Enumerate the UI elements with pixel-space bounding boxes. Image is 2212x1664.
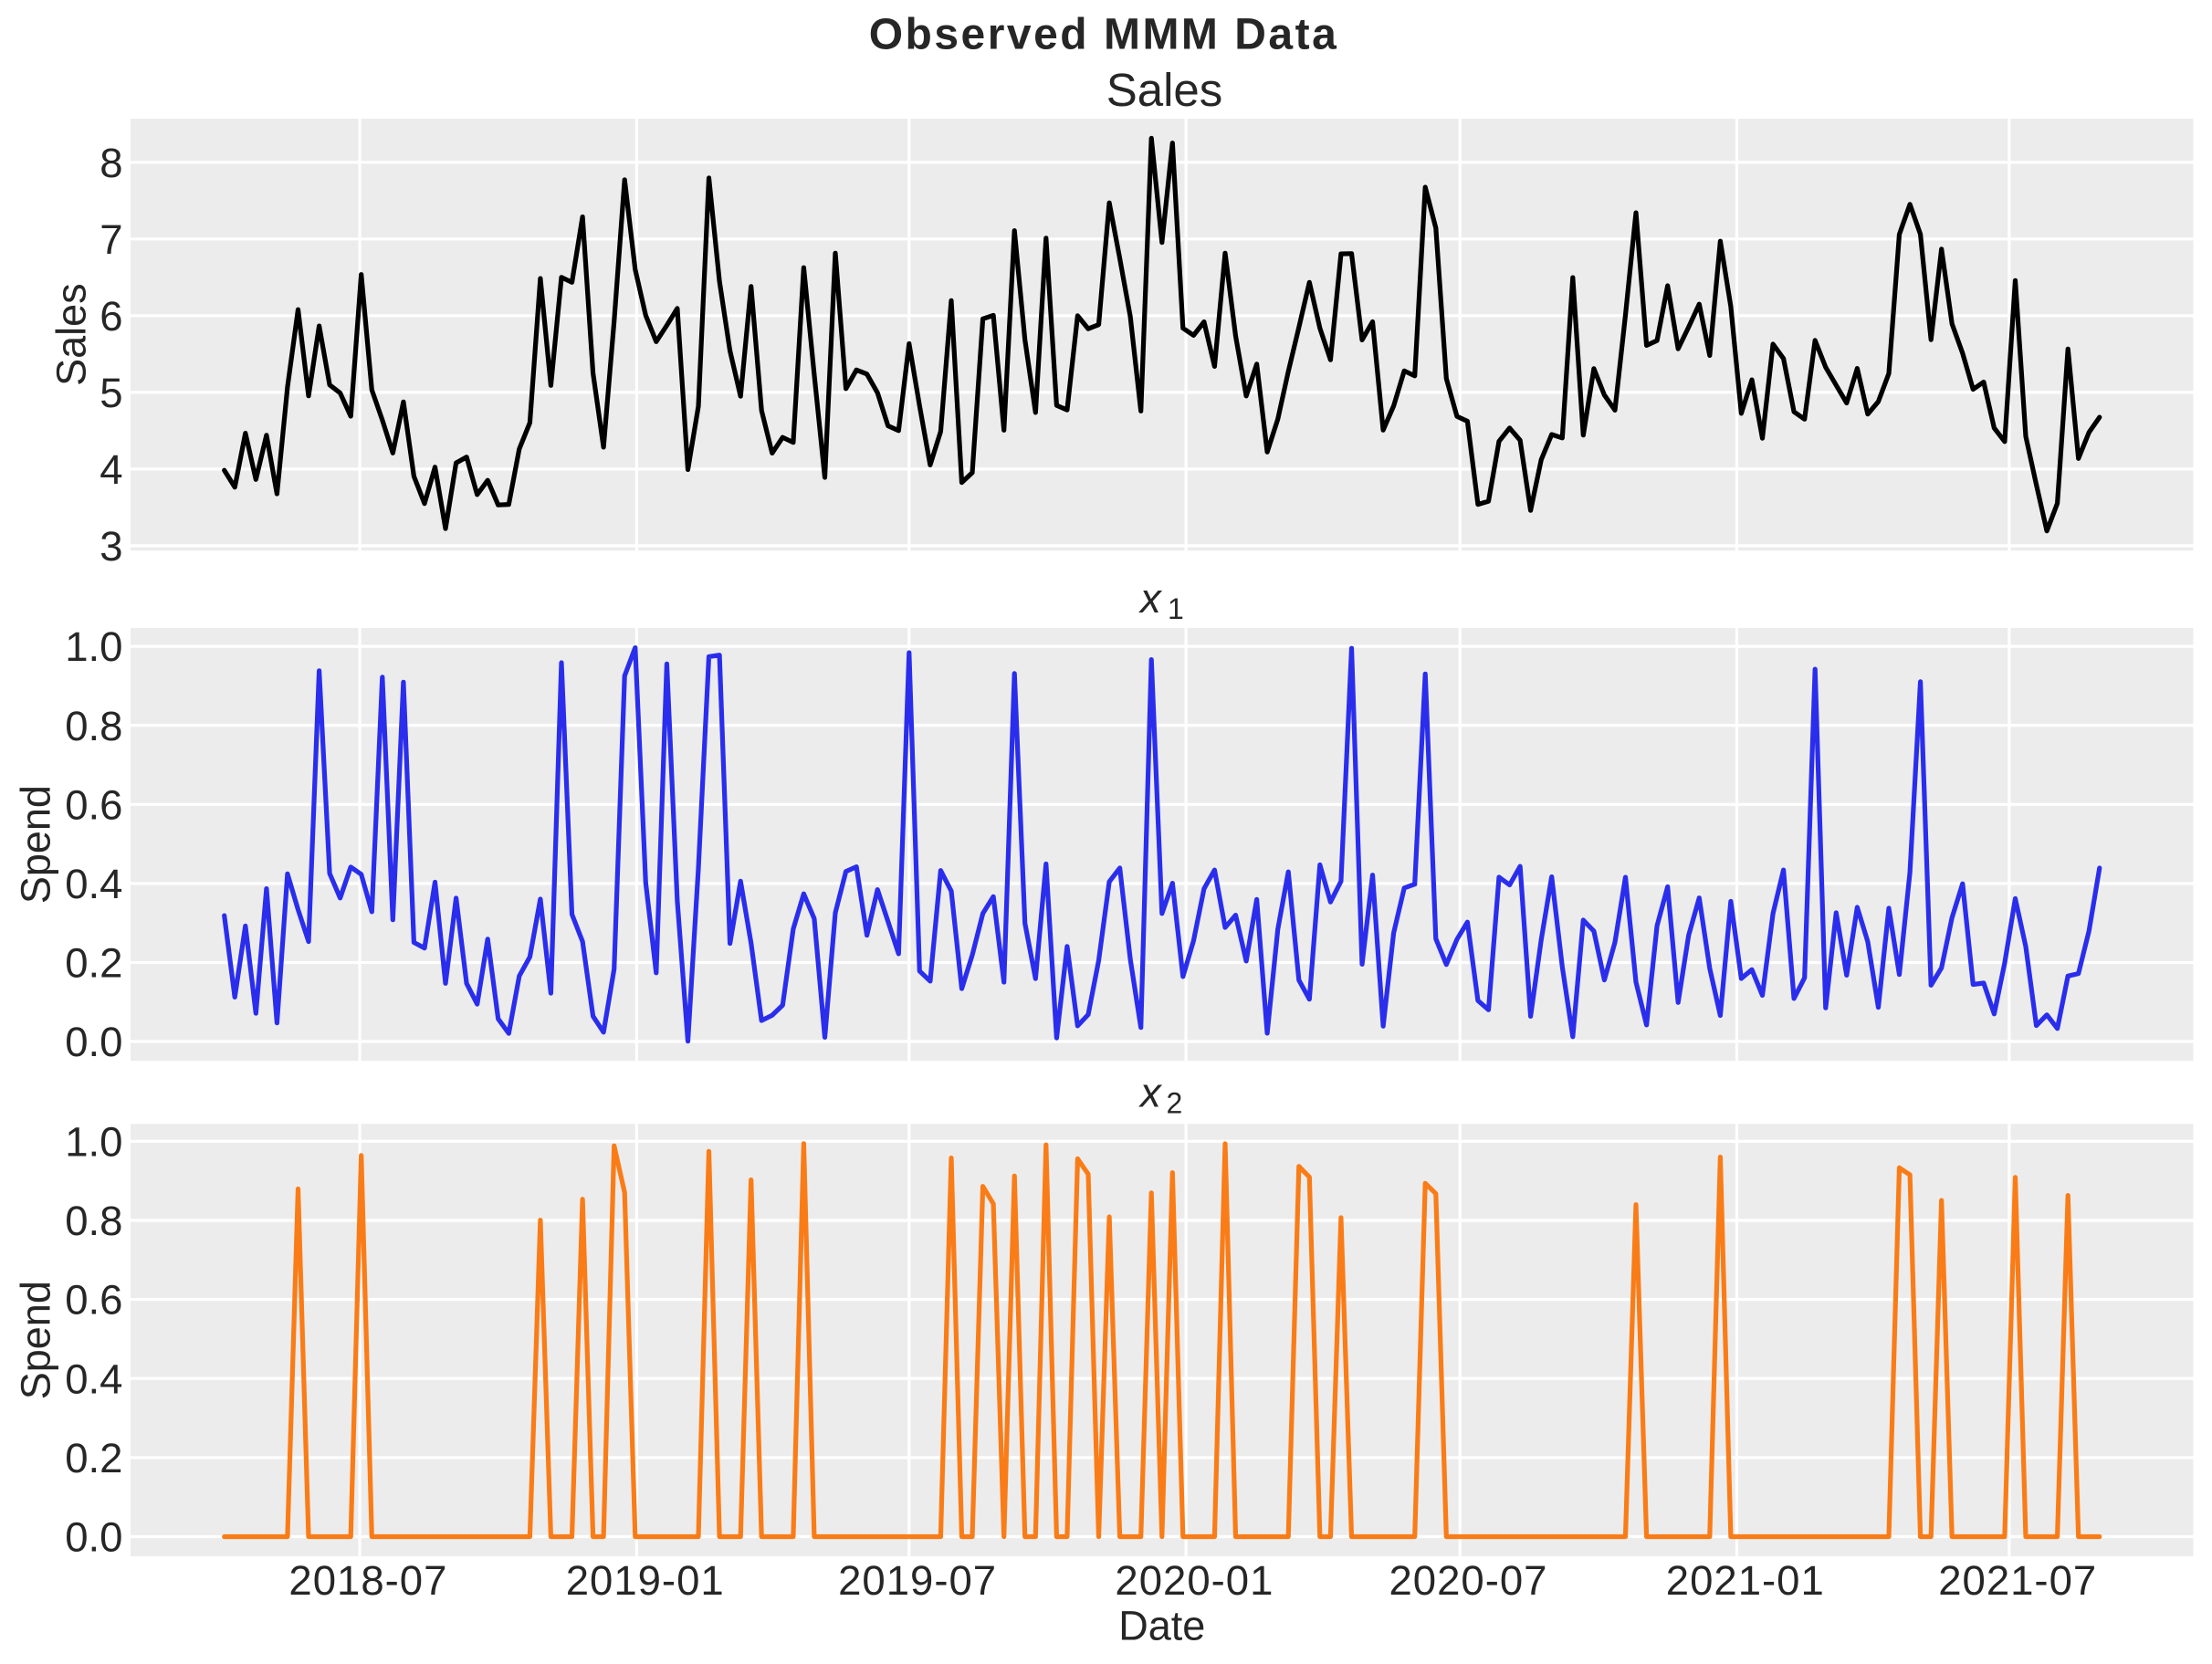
svg-text:0.4: 0.4 [65, 861, 122, 907]
svg-text:0.0: 0.0 [65, 1019, 122, 1065]
svg-text:Spend: Spend [13, 785, 59, 904]
svg-text:1: 1 [1168, 592, 1184, 625]
svg-text:2021-01: 2021-01 [1666, 1557, 1825, 1604]
svg-text:x: x [1138, 575, 1163, 622]
svg-text:2: 2 [1167, 1086, 1183, 1119]
svg-text:4: 4 [100, 446, 122, 493]
svg-text:2020-07: 2020-07 [1389, 1557, 1548, 1604]
svg-text:0.2: 0.2 [65, 940, 122, 987]
svg-text:1.0: 1.0 [65, 623, 122, 670]
svg-text:2019-07: 2019-07 [838, 1557, 997, 1604]
svg-text:0.8: 0.8 [65, 1198, 122, 1244]
svg-text:Spend: Spend [13, 1281, 59, 1399]
svg-text:1.0: 1.0 [65, 1119, 122, 1166]
svg-text:Date: Date [1118, 1603, 1205, 1649]
svg-text:2019-01: 2019-01 [566, 1557, 725, 1604]
svg-text:2018-07: 2018-07 [288, 1557, 447, 1604]
svg-text:Sales: Sales [1106, 64, 1223, 116]
svg-text:8: 8 [100, 140, 122, 186]
svg-text:5: 5 [100, 370, 122, 416]
svg-text:Sales: Sales [48, 283, 95, 386]
svg-text:0.2: 0.2 [65, 1435, 122, 1481]
svg-text:Observed MMM Data: Observed MMM Data [869, 11, 1339, 59]
svg-text:0.6: 0.6 [65, 1277, 122, 1324]
svg-text:3: 3 [100, 523, 122, 570]
svg-text:2020-01: 2020-01 [1115, 1557, 1274, 1604]
svg-text:6: 6 [100, 293, 122, 340]
svg-text:0.8: 0.8 [65, 703, 122, 749]
svg-text:2021-07: 2021-07 [1938, 1557, 2097, 1604]
svg-text:0.0: 0.0 [65, 1514, 122, 1561]
svg-text:7: 7 [100, 216, 122, 263]
svg-text:0.6: 0.6 [65, 781, 122, 828]
svg-text:0.4: 0.4 [65, 1355, 122, 1402]
svg-text:x: x [1138, 1070, 1163, 1116]
